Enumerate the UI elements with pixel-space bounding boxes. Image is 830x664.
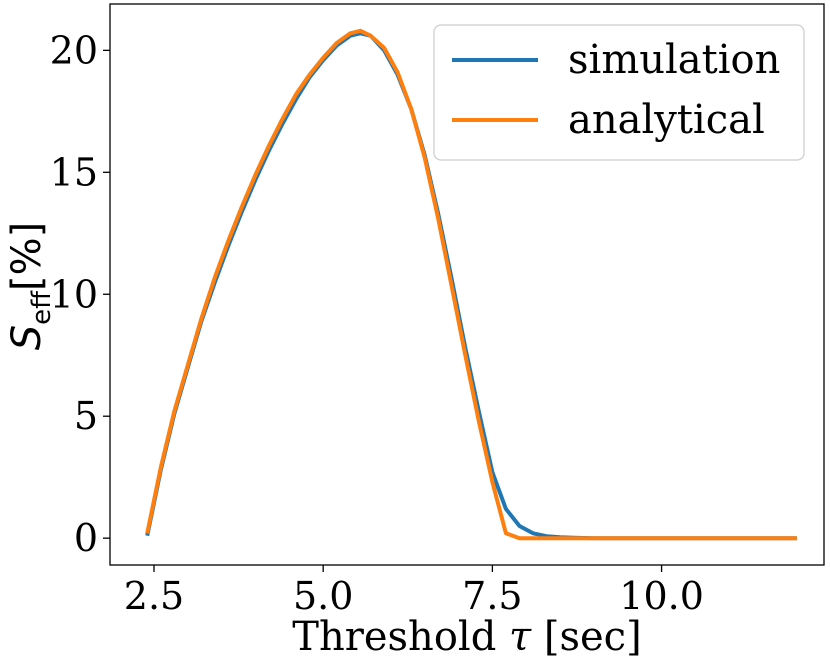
legend: simulation analytical xyxy=(433,24,805,161)
x-tick-label: 2.5 xyxy=(124,574,184,618)
plot-area xyxy=(145,28,797,541)
y-axis: 0 5 10 15 20 xyxy=(50,28,110,560)
y-tick-label: 10 xyxy=(50,272,98,316)
y-axis-title: Seff[%] xyxy=(4,222,57,351)
x-tick-label: 10.0 xyxy=(619,574,704,618)
legend-label-simulation: simulation xyxy=(568,37,780,83)
y-tick-label: 5 xyxy=(74,394,98,438)
x-axis-title: Threshold τ [sec] xyxy=(292,614,641,660)
y-tick-label: 20 xyxy=(50,28,98,72)
y-tick-label: 15 xyxy=(50,150,98,194)
legend-label-analytical: analytical xyxy=(568,97,765,143)
y-tick-label: 0 xyxy=(74,516,98,560)
x-axis: 2.5 5.0 7.5 10.0 xyxy=(124,565,704,618)
axes-frame xyxy=(109,3,825,566)
series-line-analytical xyxy=(145,28,797,541)
x-tick-label: 7.5 xyxy=(462,574,522,618)
x-tick-label: 5.0 xyxy=(293,574,353,618)
